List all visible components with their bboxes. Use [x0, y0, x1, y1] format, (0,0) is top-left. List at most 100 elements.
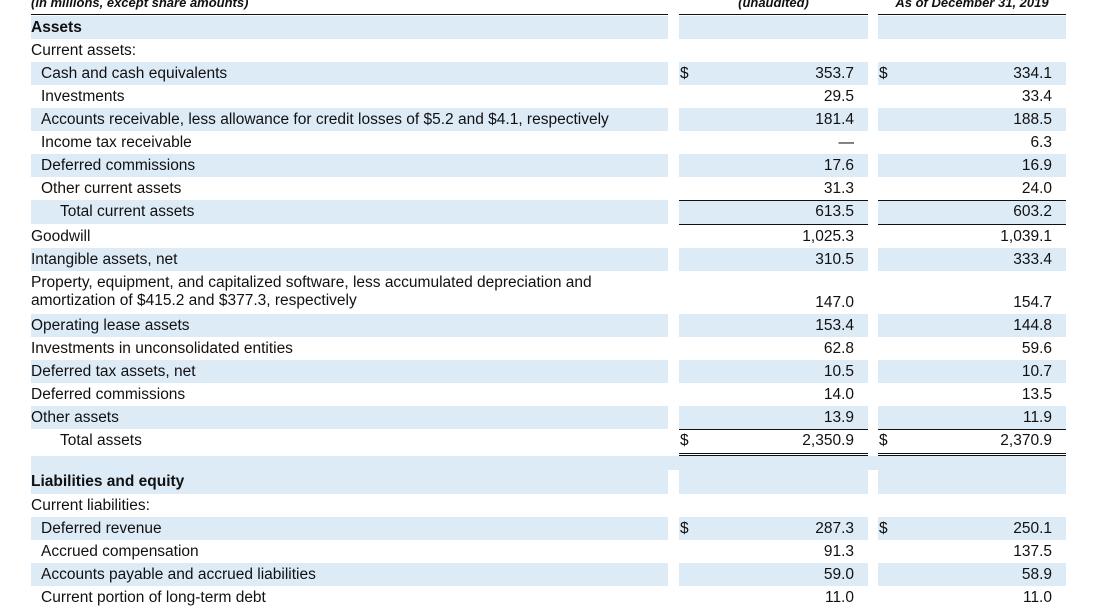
value: 154.7 [1013, 294, 1052, 311]
row-background [679, 563, 868, 586]
row-label: Current liabilities: [31, 497, 150, 514]
value: 153.4 [815, 317, 854, 334]
row-label: Current portion of long-term debt [41, 589, 266, 606]
value: 144.8 [1013, 317, 1052, 334]
value: 287.3 [815, 520, 854, 537]
row-background [31, 200, 668, 224]
row-label: Deferred commissions [31, 386, 186, 403]
value: 334.1 [1013, 65, 1052, 82]
value: 137.5 [1013, 543, 1052, 560]
header-label: (in millions, except share amounts) [31, 0, 668, 15]
row-background [31, 225, 668, 248]
row-background [31, 62, 668, 85]
row-label: Other assets [31, 409, 119, 426]
row-background [31, 314, 668, 337]
row-background [679, 360, 868, 383]
row-background [679, 406, 868, 429]
value: 310.5 [815, 251, 854, 268]
rule [679, 453, 868, 456]
row-label: Accounts payable and accrued liabilities [41, 566, 316, 583]
row-background [31, 360, 668, 383]
value: 11.0 [824, 589, 854, 606]
row-label: Intangible assets, net [31, 251, 178, 268]
currency-symbol: $ [879, 432, 888, 449]
row-background [878, 200, 1066, 224]
value: 33.4 [1021, 88, 1052, 105]
value: 2,370.9 [1000, 432, 1052, 449]
row-background [878, 62, 1066, 85]
row-background [31, 406, 668, 429]
row-background [878, 248, 1066, 271]
value: 62.8 [823, 340, 854, 357]
row-background [679, 62, 868, 85]
row-background [878, 517, 1066, 540]
row-label: Deferred revenue [41, 520, 162, 537]
value: 24.0 [1021, 180, 1052, 197]
row-label: Current assets: [31, 42, 137, 59]
value: 31.3 [823, 180, 854, 197]
row-label: Investments [41, 88, 125, 105]
value: 181.4 [815, 111, 854, 128]
value: 59.6 [1021, 340, 1052, 357]
row-label: Property, equipment, and capitalized sof… [31, 274, 592, 309]
row-background [878, 16, 1066, 39]
value: 13.9 [823, 409, 854, 426]
row-background [31, 517, 668, 540]
currency-symbol: $ [879, 65, 888, 82]
row-label: Accounts receivable, less allowance for … [41, 111, 609, 128]
row-background [31, 16, 668, 39]
rule [679, 429, 868, 430]
row-label: Total current assets [60, 203, 195, 220]
value: 59.0 [823, 566, 854, 583]
currency-symbol: $ [680, 432, 689, 449]
value: 58.9 [1021, 566, 1052, 583]
value: 29.5 [823, 88, 854, 105]
row-background [31, 248, 668, 271]
row-background [878, 406, 1066, 429]
row-background [679, 108, 868, 131]
currency-symbol: $ [879, 520, 888, 537]
row-background [679, 470, 868, 494]
rule [878, 429, 1066, 430]
row-background [31, 154, 668, 177]
value: 10.5 [823, 363, 854, 380]
row-background [878, 108, 1066, 131]
row-label: Total assets [60, 432, 142, 449]
value: 16.9 [1021, 157, 1052, 174]
row-label: Investments in unconsolidated entities [31, 340, 293, 357]
row-label: Operating lease assets [31, 317, 190, 334]
row-background [31, 470, 668, 494]
row-label: Other current assets [41, 180, 182, 197]
row-label: Income tax receivable [41, 134, 192, 151]
column-header: As of December 31, 2019 [878, 0, 1066, 15]
value: 1,039.1 [1000, 228, 1052, 245]
value: 147.0 [815, 294, 854, 311]
value: 353.7 [815, 65, 854, 82]
row-background [679, 494, 868, 517]
row-background [679, 16, 868, 39]
row-background [878, 563, 1066, 586]
value: 6.3 [1030, 134, 1052, 151]
value: — [838, 134, 855, 151]
spacer-row [31, 456, 1066, 470]
row-background [878, 470, 1066, 494]
row-background [679, 517, 868, 540]
row-background [31, 563, 668, 586]
row-background [878, 494, 1066, 517]
row-background [679, 200, 868, 224]
rule [679, 224, 868, 225]
currency-symbol: $ [680, 65, 689, 82]
value: 10.7 [1021, 363, 1052, 380]
value: 613.5 [815, 203, 854, 220]
value: 1,025.3 [802, 228, 854, 245]
column-header: (unaudited) [679, 0, 868, 15]
value: 188.5 [1013, 111, 1052, 128]
row-label: Assets [31, 19, 82, 36]
value: 11.9 [1022, 409, 1052, 426]
row-background [679, 314, 868, 337]
row-background [31, 108, 668, 131]
value: 603.2 [1013, 203, 1052, 220]
value: 333.4 [1013, 251, 1052, 268]
rule [878, 224, 1066, 225]
row-label: Deferred commissions [41, 157, 196, 174]
